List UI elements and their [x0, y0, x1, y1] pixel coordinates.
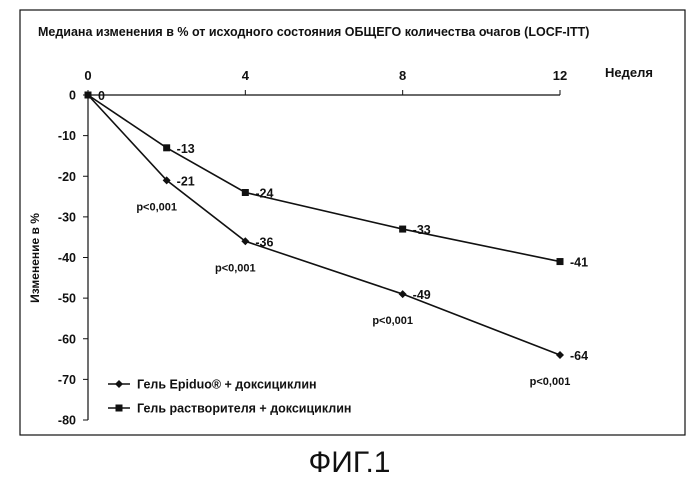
data-label: -21: [177, 174, 195, 188]
data-label: -33: [413, 223, 431, 237]
data-point: [399, 290, 407, 298]
y-tick-label: -80: [58, 414, 76, 428]
p-value-annotation: p<0,001: [215, 262, 256, 274]
legend: Гель Epiduo® + доксициклин Гель растворит…: [108, 378, 351, 416]
y-tick-label: 0: [69, 89, 76, 103]
chart: Медиана изменения в % от исходного состо…: [0, 0, 699, 440]
legend-label: Гель Epiduo® + доксициклин: [137, 378, 317, 392]
x-tick-label: 12: [553, 68, 567, 83]
p-value-annotation: p<0,001: [372, 315, 413, 327]
series-layer: -21 -36 -49 -64 0 -13 -24 -33 -41: [84, 89, 588, 363]
y-axis-label: Изменение в %: [28, 213, 42, 303]
y-tick-label: -70: [58, 373, 76, 387]
legend-label: Гель растворителя + доксициклин: [137, 402, 351, 416]
p-value-annotation: p<0,001: [530, 376, 571, 388]
data-point: [242, 189, 249, 196]
data-label: -41: [570, 256, 588, 270]
data-label: -24: [255, 187, 273, 201]
data-label: -36: [255, 235, 273, 249]
chart-title: Медиана изменения в % от исходного состо…: [38, 25, 589, 39]
chart-frame: [20, 10, 685, 435]
data-label: -13: [177, 142, 195, 156]
data-point: [399, 226, 406, 233]
data-point: [85, 92, 92, 99]
p-value-annotation: p<0,001: [136, 201, 177, 213]
annotation-layer: p<0,001 p<0,001 p<0,001 p<0,001: [136, 201, 570, 388]
data-label: 0: [98, 89, 105, 103]
y-tick-label: -60: [58, 332, 76, 346]
x-tick-label: 4: [242, 68, 250, 83]
figure-caption: ФИГ.1: [0, 446, 699, 480]
data-point: [557, 258, 564, 265]
y-tick-label: -40: [58, 251, 76, 265]
y-tick-label: -10: [58, 129, 76, 143]
data-label: -49: [413, 288, 431, 302]
x-tick-label: 0: [84, 68, 91, 83]
series-line-1: [88, 95, 560, 355]
legend-marker: [115, 380, 123, 388]
y-tick-label: -50: [58, 292, 76, 306]
data-point: [556, 351, 564, 359]
data-point: [163, 144, 170, 151]
y-tick-label: -20: [58, 170, 76, 184]
y-tick-label: -30: [58, 210, 76, 224]
data-label: -64: [570, 349, 588, 363]
series-line-2: [88, 95, 560, 262]
legend-marker: [116, 405, 123, 412]
x-axis-label: Неделя: [605, 65, 653, 80]
x-tick-label: 8: [399, 68, 406, 83]
